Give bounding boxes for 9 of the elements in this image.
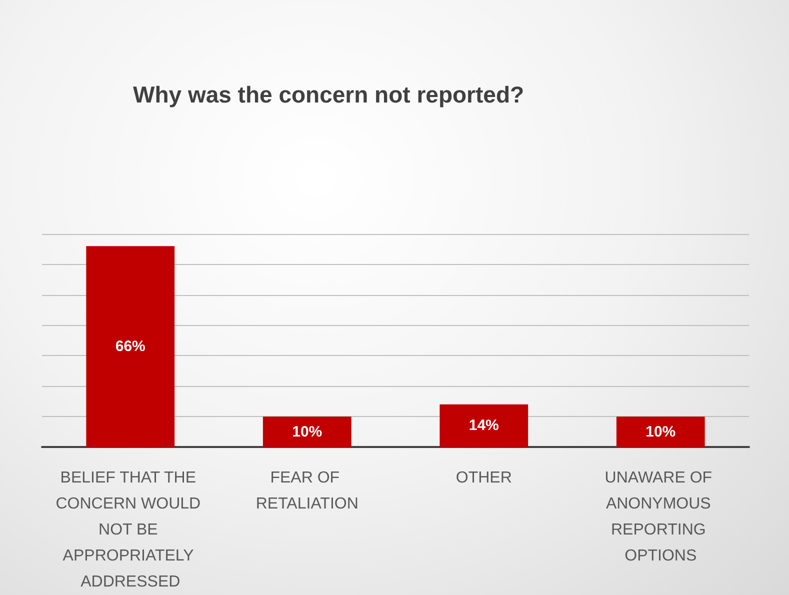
data-label: 66% (115, 338, 146, 356)
data-label: 10% (646, 423, 676, 440)
x-tick-label: OTHER (456, 470, 512, 486)
x-tick-label: FEAR OF RETALIATION (256, 470, 358, 512)
data-label: 10% (292, 423, 322, 440)
chart-title: Why was the concern not reported? (133, 82, 524, 108)
x-tick-label: UNAWARE OF ANONYMOUS REPORTING OPTIONS (604, 470, 716, 564)
data-label: 14% (468, 417, 499, 434)
x-tick-label: BELIEF THAT THE CONCERN WOULD NOT BE APPROPRIATELY ADDRESSED (56, 470, 206, 590)
